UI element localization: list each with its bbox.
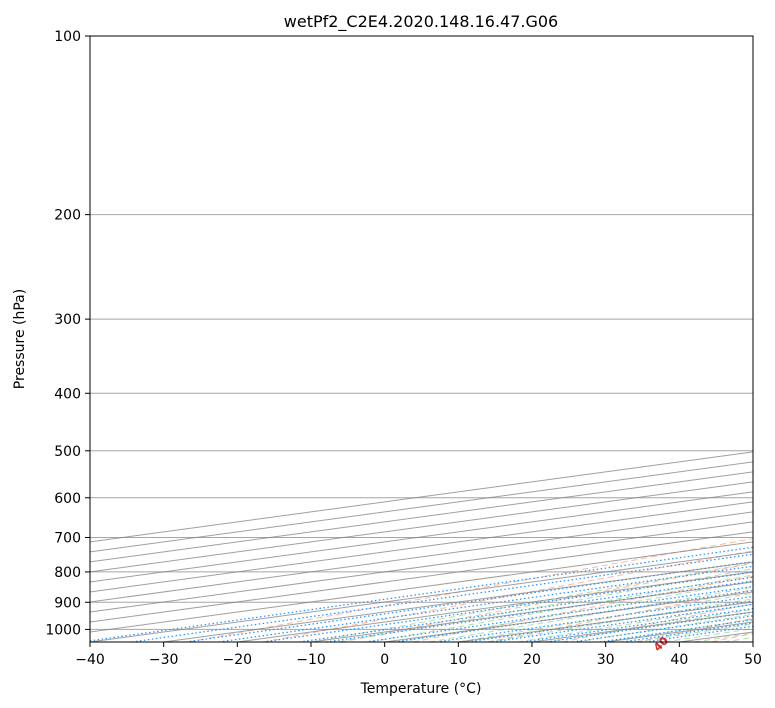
isotherm-line: [90, 501, 753, 593]
y-tick-label: 100: [54, 29, 81, 45]
isotherm-line: [90, 521, 753, 613]
y-tick-label: 300: [54, 312, 81, 328]
isotherm-line: [90, 491, 753, 583]
x-axis-label: Temperature (°C): [360, 681, 482, 697]
moist-adiabat: [369, 574, 753, 642]
isotherm-line: [90, 531, 753, 623]
y-tick-label: 700: [54, 531, 81, 547]
y-tick-label: 400: [54, 386, 81, 402]
isotherm-line: [90, 481, 753, 573]
x-tick-label: 0: [380, 652, 389, 668]
y-tick-label: 500: [54, 444, 81, 460]
isotherm-line: [90, 471, 753, 563]
moist-adiabat: [487, 598, 753, 642]
plot-grid: [90, 36, 753, 642]
chart-title: wetPf2_C2E4.2020.148.16.47.G06: [284, 12, 558, 32]
dry-adiabat: [188, 538, 753, 642]
x-tick-label: 50: [744, 652, 762, 668]
x-tick-label: −20: [223, 652, 253, 668]
x-tick-label: −40: [75, 652, 105, 668]
x-tick-label: 40: [670, 652, 688, 668]
x-tick-label: −30: [149, 652, 179, 668]
moist-adiabat: [428, 586, 753, 642]
y-tick-label: 900: [54, 595, 81, 611]
plot-frame: [89, 35, 754, 643]
y-tick-label: 800: [54, 565, 81, 581]
x-tick-label: 30: [597, 652, 615, 668]
x-tick-label: 10: [449, 652, 467, 668]
y-tick-label: 600: [54, 491, 81, 507]
y-tick-label: 1000: [45, 622, 81, 638]
isotherm-line: [90, 451, 753, 543]
y-tick-label: 200: [54, 208, 81, 224]
x-tick-label: 20: [523, 652, 541, 668]
mixing-ratio-line: [522, 607, 753, 642]
moist-adiabat: [340, 568, 753, 642]
mixing-ratio-line: [131, 553, 753, 642]
mixing-ratio-line: [492, 603, 753, 642]
axis-ticks: −40 −30 −20 −10 0 10 20 30 40 50 100 200 300 400 500 60…: [45, 29, 762, 668]
isotherm-line: [90, 511, 753, 603]
isotherm-line: [90, 461, 753, 553]
x-tick-label: −10: [296, 652, 326, 668]
mixing-ratio-line: [436, 595, 753, 642]
y-axis-label: Pressure (hPa): [12, 289, 28, 389]
dry-adiabat: [338, 562, 753, 642]
mixing-ratio-line: [90, 546, 753, 642]
dry-adiabat: [412, 575, 753, 642]
